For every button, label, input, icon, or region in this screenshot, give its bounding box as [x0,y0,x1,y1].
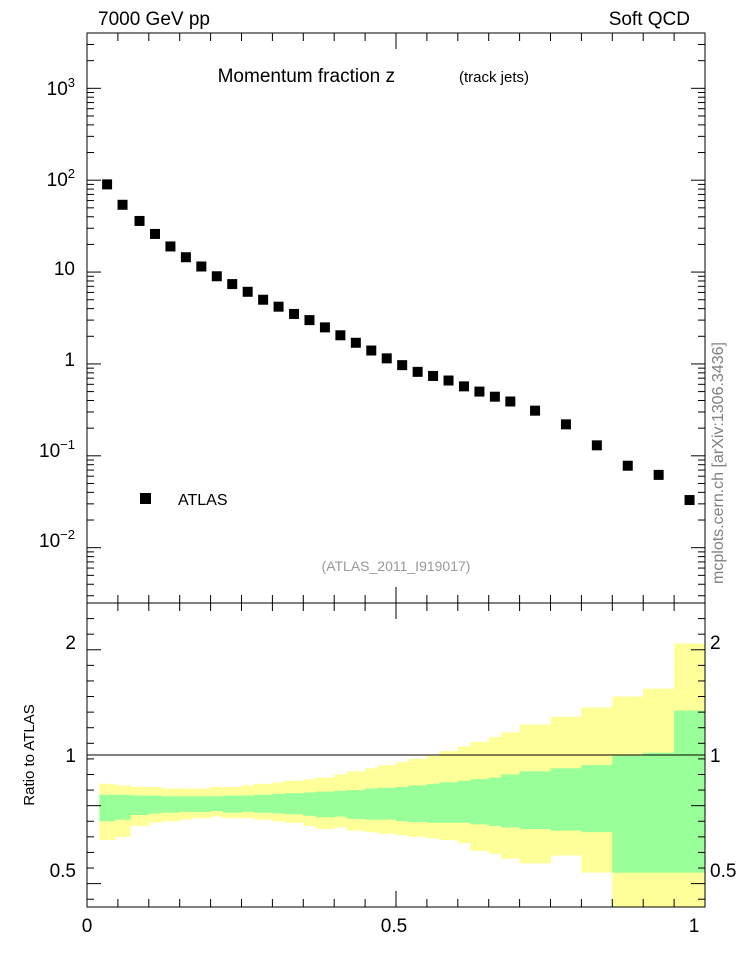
legend-marker [140,493,151,504]
inner-uncertainty-band [643,752,675,873]
inner-uncertainty-band [114,794,131,820]
inner-uncertainty-band [222,795,242,813]
data-point [304,315,315,326]
data-point [335,330,346,341]
data-point [102,179,113,190]
ratio-bands-layer [99,643,706,907]
data-point [273,301,284,312]
ratio-y-tick-labels: 2 1 0.5 2 1 0.5 [50,633,737,882]
data-point [622,460,633,471]
side-attribution-label: mcplots.cern.ch [arXiv:1306.3436] [710,342,727,584]
legend-entry-atlas: ATLAS [178,492,228,509]
inner-uncertainty-band [210,796,224,812]
data-point [289,308,300,319]
ratio-frame [86,602,706,908]
data-point [196,261,207,272]
data-point [258,294,269,305]
inner-uncertainty-band [377,787,397,820]
inner-uncertainty-band [130,795,150,816]
inner-uncertainty-band [457,780,471,823]
data-point [489,391,500,402]
inner-uncertainty-band [179,796,193,812]
inner-uncertainty-band [488,777,502,826]
inner-uncertainty-band [334,790,348,817]
data-point [180,252,191,263]
x-tick-labels: 0 0.5 1 [82,916,700,937]
inner-uncertainty-band [426,783,440,823]
y-tick-labels-main: 10−2 10−1 1 10 102 103 [39,75,75,552]
y-tick-label-10: 10 [54,259,75,280]
data-point [591,440,602,451]
data-point [117,199,128,210]
inner-uncertainty-band [253,794,273,813]
main-title: Momentum fraction z [218,66,395,87]
inner-uncertainty-band [148,795,162,814]
inner-uncertainty-band [408,785,428,823]
inner-uncertainty-band [365,788,378,820]
ratio-panel: Ratio to ATLAS 2 1 0.5 2 1 0.5 0 0.5 1 [21,602,737,937]
inner-uncertainty-band [303,792,317,816]
legend: ATLAS [140,492,228,509]
y-tick-label-1: 1 [64,350,75,371]
data-point [653,469,664,480]
x-tick-label-0: 0 [82,916,93,937]
ratio-right-tick-label-1: 1 [710,746,721,767]
inner-uncertainty-band [346,790,366,819]
inner-uncertainty-band [396,786,409,822]
inner-uncertainty-band [272,793,286,814]
inner-uncertainty-band [501,774,521,828]
inner-uncertainty-band [519,771,551,830]
data-point [458,381,469,392]
ratio-right-tick-label-0.5: 0.5 [710,861,736,882]
main-axis-ticks [86,32,706,603]
inner-uncertainty-band [192,796,212,812]
data-point [530,405,541,416]
data-point [474,386,485,397]
ratio-right-tick-label-2: 2 [710,633,721,654]
inner-uncertainty-band [241,795,255,812]
header-right-label: Soft QCD [609,9,690,30]
data-point [242,286,253,297]
ratio-left-tick-label-0.5: 0.5 [50,861,76,882]
inner-uncertainty-band [470,779,490,825]
data-point [381,353,392,364]
data-point [227,279,238,290]
main-data-layer [102,179,695,506]
data-point [412,366,423,377]
data-point [149,228,160,239]
ratio-y-axis-label: Ratio to ATLAS [21,704,38,805]
data-point [165,241,176,252]
inner-uncertainty-band [550,768,582,831]
header-left-label: 7000 GeV pp [98,9,210,30]
data-point [350,337,361,348]
data-point [211,271,222,282]
data-point [684,495,695,506]
inner-uncertainty-band [161,796,181,813]
inner-uncertainty-band [315,791,335,818]
inner-uncertainty-band [674,710,706,873]
data-point [560,419,571,430]
data-point [134,215,145,226]
x-tick-label-1: 1 [689,916,700,937]
data-point [443,375,454,386]
inner-uncertainty-band [439,782,459,823]
data-point [428,370,439,381]
inner-uncertainty-band [612,755,644,873]
analysis-label: (ATLAS_2011_I919017) [322,558,471,574]
inner-uncertainty-band [99,794,116,822]
data-point [505,396,516,407]
ratio-left-tick-label-1: 1 [65,746,76,767]
data-point [397,360,408,371]
data-point [319,322,330,333]
main-subtitle: (track jets) [459,69,529,86]
ratio-left-tick-label-2: 2 [65,633,76,654]
x-tick-label-0.5: 0.5 [381,916,407,937]
y-tick-label-0.01: 10−2 [39,527,75,552]
inner-uncertainty-band [284,793,304,815]
inner-uncertainty-band [581,765,613,833]
data-point [366,345,377,356]
